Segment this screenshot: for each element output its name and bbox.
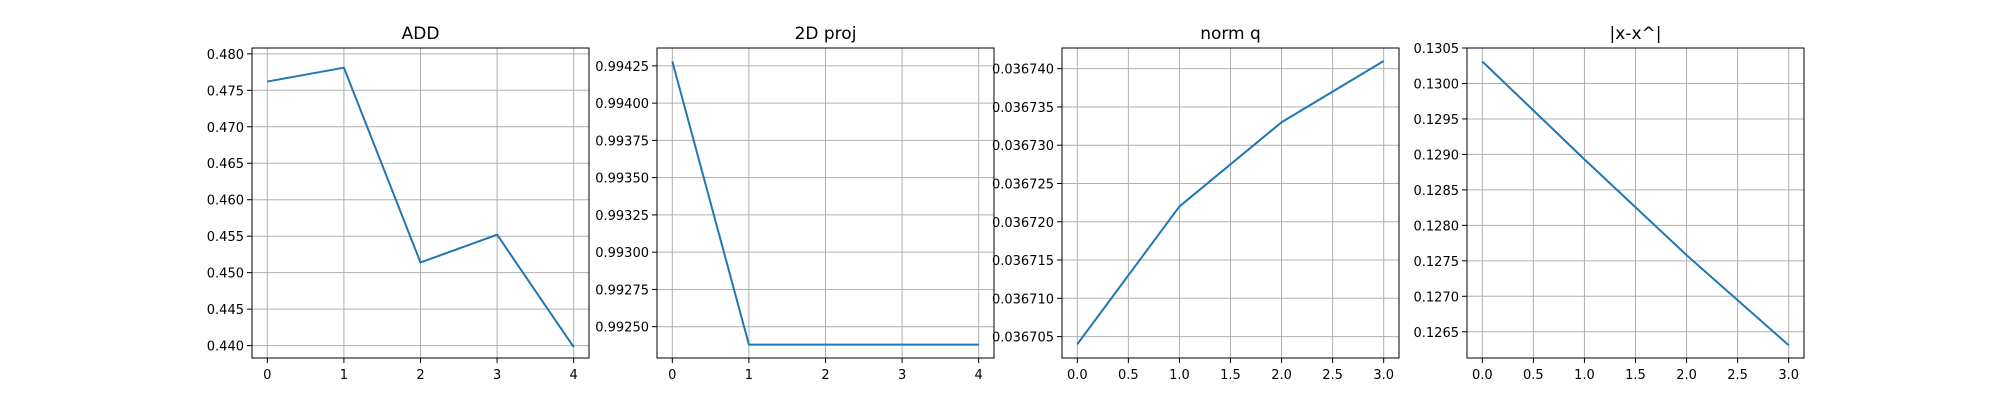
add-y-tick-label-6: 0.470 [207,121,244,136]
2d-proj-y-tick-label-1: 0.99275 [595,283,649,298]
x-error-x-tick-label-2: 1.0 [1574,368,1595,383]
x-error-x-tick-label-1: 0.5 [1523,368,1544,383]
norm-q-y-tick-label-1: 0.036710 [992,292,1054,307]
2d-proj-y-tick-label-7: 0.99425 [595,60,649,75]
2d-proj-y-tick-label-4: 0.99350 [595,172,649,187]
norm-q-x-tick-label-1: 0.5 [1118,368,1139,383]
norm-q-y-tick-label-5: 0.036730 [992,139,1054,154]
subplot-norm-q: norm q 0.0 0.5 1.0 1.5 2.0 2.5 3.0 0.036705 0.03… [992,24,1400,383]
subplot-2d-proj: 2D proj 0 1 2 3 4 0.99250 0.99275 0.99300 0.9932… [595,24,995,383]
norm-q-y-tick-label-7: 0.036740 [992,63,1054,78]
subplot-x-error: |x-x^| 0.0 0.5 1.0 1.5 2.0 2.5 3.0 0.1265 0.1270… [1414,24,1805,383]
2d-proj-y-tick-label-2: 0.99300 [595,246,649,261]
add-y-tick-label-8: 0.480 [207,48,244,63]
x-error-y-tick-label-5: 0.1290 [1414,148,1460,163]
x-error-x-tick-label-6: 3.0 [1778,368,1799,383]
2d-proj-y-tick-label-0: 0.99250 [595,321,649,336]
x-error-x-tick-label-0: 0.0 [1472,368,1493,383]
x-error-y-tick-label-4: 0.1285 [1414,184,1460,199]
norm-q-x-tick-label-5: 2.5 [1322,368,1343,383]
add-x-tick-label-0: 0 [263,368,271,383]
x-error-y-tick-label-8: 0.1305 [1414,42,1460,57]
add-series-line [267,66,575,348]
add-x-tick-label-3: 3 [493,368,501,383]
add-y-tick-label-5: 0.465 [207,157,244,172]
norm-q-x-tick-label-3: 1.5 [1220,368,1241,383]
norm-q-x-tick-label-6: 3.0 [1373,368,1394,383]
add-y-tick-label-2: 0.450 [207,267,244,282]
x-error-y-tick-label-1: 0.1270 [1414,290,1460,305]
x-error-x-tick-label-5: 2.5 [1727,368,1748,383]
x-error-y-tick-label-2: 0.1275 [1414,255,1460,270]
2d-proj-x-tick-label-0: 0 [668,368,676,383]
chart-title-add: ADD [402,24,440,44]
2d-proj-x-tick-label-3: 3 [898,368,906,383]
chart-title-norm-q: norm q [1200,24,1261,44]
2d-proj-x-tick-label-2: 2 [821,368,829,383]
add-y-tick-label-4: 0.460 [207,194,244,209]
x-error-y-tick-label-0: 0.1265 [1414,326,1460,341]
x-error-y-tick-label-6: 0.1295 [1414,113,1460,128]
norm-q-x-tick-label-4: 2.0 [1271,368,1292,383]
norm-q-x-tick-label-2: 1.0 [1169,368,1190,383]
2d-proj-x-tick-label-4: 4 [975,368,983,383]
subplot-add: ADD 0 1 2 3 4 0.440 0.445 0.450 0.455 0.460 0.465 0… [207,24,590,383]
add-y-tick-label-1: 0.445 [207,303,244,318]
x-error-x-tick-label-4: 2.0 [1676,368,1697,383]
norm-q-y-tick-label-0: 0.036705 [992,331,1054,346]
2d-proj-x-tick-label-1: 1 [745,368,753,383]
norm-q-y-tick-label-3: 0.036720 [992,216,1054,231]
add-x-tick-label-1: 1 [340,368,348,383]
2d-proj-series-line [671,61,979,346]
add-x-tick-label-2: 2 [416,368,424,383]
x-error-y-tick-label-7: 0.1300 [1414,77,1460,92]
norm-q-y-tick-label-4: 0.036725 [992,177,1054,192]
x-error-series-line [1481,60,1790,346]
2d-proj-y-tick-label-3: 0.99325 [595,209,649,224]
x-error-y-tick-label-3: 0.1280 [1414,219,1460,234]
add-y-tick-label-7: 0.475 [207,84,244,99]
norm-q-y-tick-label-2: 0.036715 [992,254,1054,269]
norm-q-x-tick-label-0: 0.0 [1067,368,1088,383]
2d-proj-y-tick-label-5: 0.99375 [595,134,649,149]
chart-title-2d-proj: 2D proj [795,24,857,44]
2d-proj-y-tick-label-6: 0.99400 [595,97,649,112]
norm-q-series-line [1076,60,1385,345]
add-x-tick-label-4: 4 [570,368,578,383]
x-error-x-tick-label-3: 1.5 [1625,368,1646,383]
norm-q-y-tick-label-6: 0.036735 [992,101,1054,116]
add-y-tick-label-3: 0.455 [207,230,244,245]
chart-title-x-error: |x-x^| [1610,24,1662,44]
add-y-tick-label-0: 0.440 [207,340,244,355]
